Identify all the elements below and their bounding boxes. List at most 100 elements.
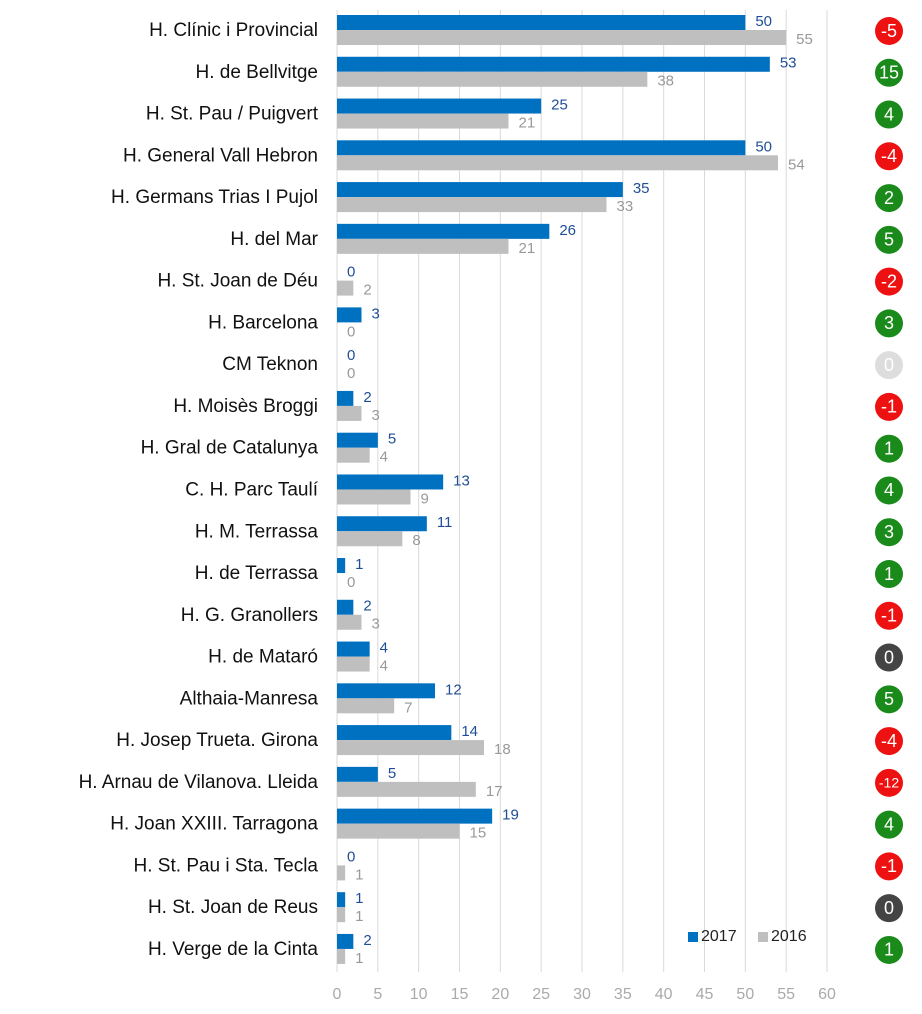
bar xyxy=(337,155,778,171)
category-label: H. Gral de Catalunya xyxy=(141,438,319,459)
difference-label: 4 xyxy=(884,814,894,834)
difference-badge xyxy=(875,267,903,296)
difference-label: -4 xyxy=(881,731,897,751)
bar xyxy=(337,531,403,547)
value-label: 9 xyxy=(421,490,429,507)
category-label: H. General Vall Hebron xyxy=(123,145,318,166)
bar xyxy=(337,113,509,129)
bar xyxy=(337,698,395,714)
value-label: 3 xyxy=(372,407,380,424)
bar xyxy=(337,656,370,672)
bar xyxy=(337,766,378,782)
bar xyxy=(337,390,354,406)
difference-label: 3 xyxy=(884,313,894,333)
category-label: H. M. Terrassa xyxy=(195,521,319,542)
bar xyxy=(337,182,623,198)
bar xyxy=(337,56,770,72)
difference-label: 5 xyxy=(884,689,894,709)
difference-badge xyxy=(875,560,903,589)
bar xyxy=(337,15,746,30)
difference-badge xyxy=(875,351,903,380)
value-label: 2 xyxy=(363,598,371,615)
bar xyxy=(337,405,362,421)
value-label: 38 xyxy=(657,73,674,90)
value-label: 3 xyxy=(372,305,380,322)
value-label: 4 xyxy=(380,640,388,657)
bar xyxy=(337,740,484,756)
bar xyxy=(337,907,346,923)
legend-label: 2017 xyxy=(701,928,737,945)
difference-badge xyxy=(875,476,903,505)
value-label: 1 xyxy=(355,908,363,925)
difference-badge xyxy=(875,392,903,421)
category-label: H. St. Pau / Puigvert xyxy=(146,104,319,125)
category-label: H. Clínic i Provincial xyxy=(149,20,318,41)
category-label: CM Teknon xyxy=(222,354,318,375)
bar xyxy=(337,823,460,839)
value-label: 5 xyxy=(388,765,396,782)
value-label: 7 xyxy=(404,699,412,716)
difference-badge xyxy=(875,601,903,630)
difference-label: -2 xyxy=(881,271,897,291)
difference-badge xyxy=(875,852,903,881)
difference-label: -12 xyxy=(879,775,899,791)
bar xyxy=(337,30,787,45)
x-tick-label: 10 xyxy=(410,986,428,1003)
value-label: 50 xyxy=(755,13,772,30)
value-label: 33 xyxy=(617,198,634,215)
category-label: H. de Bellvitge xyxy=(195,62,318,83)
value-label: 53 xyxy=(780,55,797,72)
difference-label: -1 xyxy=(881,397,897,417)
category-label: H. Josep Trueta. Girona xyxy=(116,730,318,751)
value-label: 8 xyxy=(412,532,420,549)
category-label: H. de Terrassa xyxy=(195,563,319,584)
value-label: 12 xyxy=(445,681,462,698)
difference-label: -5 xyxy=(881,21,897,41)
difference-label: 2 xyxy=(884,188,894,208)
difference-label: -4 xyxy=(881,146,897,166)
difference-label: 4 xyxy=(884,104,894,124)
category-label: H. Moisès Broggi xyxy=(173,396,318,417)
value-label: 0 xyxy=(347,574,355,591)
category-label: H. Barcelona xyxy=(208,312,318,333)
value-label: 2 xyxy=(363,932,371,949)
bar xyxy=(337,307,362,323)
difference-label: 3 xyxy=(884,522,894,542)
difference-label: -1 xyxy=(881,856,897,876)
legend-swatch xyxy=(688,932,698,942)
x-tick-label: 25 xyxy=(532,986,550,1003)
bar xyxy=(337,683,435,699)
x-tick-label: 15 xyxy=(451,986,469,1003)
difference-badge xyxy=(875,142,903,171)
value-label: 1 xyxy=(355,890,363,907)
value-label: 1 xyxy=(355,556,363,573)
difference-label: 1 xyxy=(884,438,894,458)
difference-badge xyxy=(875,184,903,213)
bar xyxy=(337,71,648,87)
value-label: 2 xyxy=(363,282,371,299)
difference-badge xyxy=(875,810,903,839)
value-label: 2 xyxy=(363,389,371,406)
difference-label: 1 xyxy=(884,564,894,584)
bar xyxy=(337,781,476,797)
value-label: 19 xyxy=(502,807,519,824)
category-label: H. Arnau de Vilanova. Lleida xyxy=(79,772,319,793)
legend-label: 2016 xyxy=(771,928,807,945)
category-label: C. H. Parc Taulí xyxy=(185,479,318,500)
bar xyxy=(337,865,346,881)
category-label: H. Verge de la Cinta xyxy=(148,939,318,960)
value-label: 4 xyxy=(380,449,388,466)
difference-label: 0 xyxy=(884,898,894,918)
difference-label: 5 xyxy=(884,230,894,250)
bar xyxy=(337,892,346,908)
bar xyxy=(337,599,354,615)
difference-badge xyxy=(875,768,903,797)
x-tick-label: 5 xyxy=(373,986,382,1003)
value-label: 55 xyxy=(796,31,813,48)
x-tick-label: 30 xyxy=(573,986,591,1003)
value-label: 11 xyxy=(437,514,453,531)
category-label: Althaia-Manresa xyxy=(180,688,319,709)
bar xyxy=(337,558,346,574)
difference-badge xyxy=(875,894,903,923)
